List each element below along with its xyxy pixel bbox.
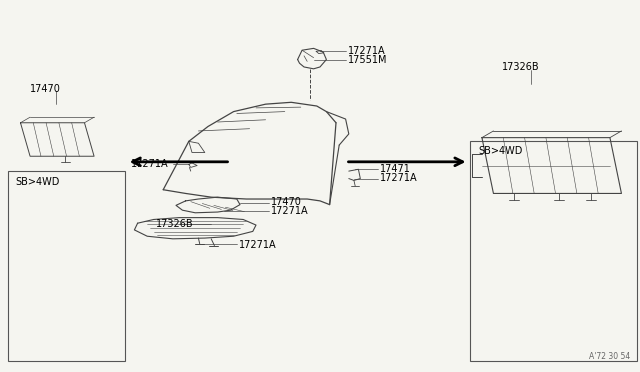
Text: 17326B: 17326B (502, 62, 540, 72)
Text: SB>4WD: SB>4WD (478, 146, 522, 155)
Bar (8, 171, 125, 361)
Text: 17271A: 17271A (131, 160, 169, 169)
Bar (470, 141, 637, 361)
Text: 17326B: 17326B (156, 219, 193, 229)
Text: 17470: 17470 (30, 84, 61, 94)
Text: SB>4WD: SB>4WD (15, 177, 60, 187)
Text: 17271A: 17271A (239, 240, 276, 250)
Text: 17271A: 17271A (380, 173, 417, 183)
Text: 17470: 17470 (271, 198, 301, 207)
Text: 17471: 17471 (380, 164, 410, 174)
Text: 17271A: 17271A (348, 46, 385, 56)
Text: A'72 30 54: A'72 30 54 (589, 352, 630, 361)
Text: 17271A: 17271A (271, 206, 308, 216)
Text: 17551M: 17551M (348, 55, 387, 65)
